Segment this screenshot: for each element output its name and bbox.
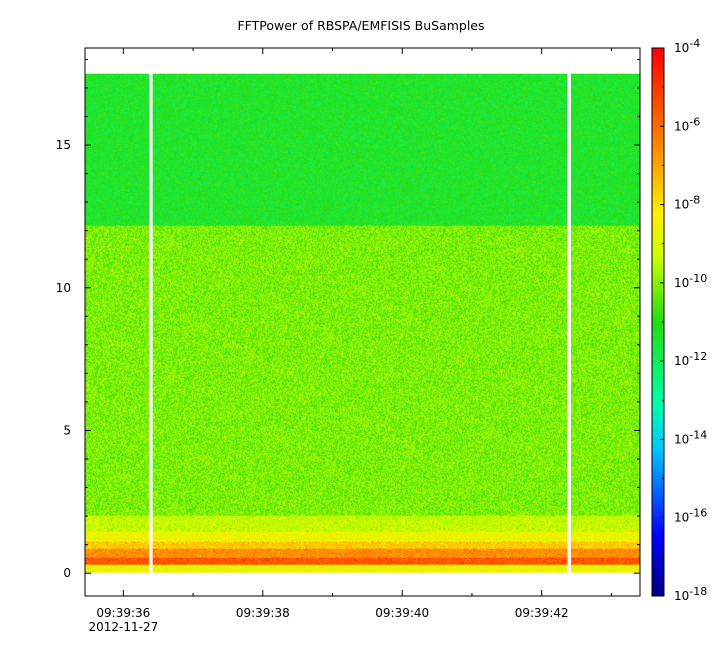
data-gaps	[149, 73, 571, 574]
colorbar-tick-label: 10-10	[674, 272, 707, 290]
x-tick-label: 09:39:42	[515, 606, 569, 620]
data-gap	[149, 73, 153, 574]
colorbar-tick-label: 10-6	[674, 115, 700, 133]
spectrogram-heatmap	[85, 73, 640, 573]
x-tick-label: 09:39:40	[375, 606, 429, 620]
y-tick-label: 0	[63, 566, 71, 580]
colorbar-tick-label: 10-4	[674, 37, 700, 55]
x-tick-label: 09:39:36	[96, 606, 150, 620]
colorbar-tick-label: 10-16	[674, 507, 707, 525]
y-tick-label: 10	[56, 281, 71, 295]
data-gap	[567, 73, 571, 574]
plot-border	[84, 47, 641, 597]
colorbar-tick-label: 10-18	[674, 585, 707, 603]
spectrogram-image	[85, 73, 640, 573]
colorbar-ticks: 10-18 10-16 10-14 10-12 10-10 10-8 10-6 10-4	[660, 37, 707, 603]
y-axis: 0 5 10 15	[56, 58, 640, 580]
chart-title: FFTPower of RBSPA/EMFISIS BuSamples	[237, 18, 484, 33]
y-tick-label: 5	[63, 423, 71, 437]
y-tick-label: 15	[56, 138, 71, 152]
colorbar-tick-label: 10-12	[674, 350, 707, 368]
colorbar-tick-label: 10-14	[674, 428, 707, 446]
x-date-label: 2012-11-27	[88, 620, 158, 634]
colorbar-tick-label: 10-8	[674, 194, 700, 212]
x-tick-label: 09:39:38	[236, 606, 290, 620]
colorbar: 10-18 10-16 10-14 10-12 10-10 10-8 10-6 10-4	[651, 37, 707, 603]
plot-frame	[84, 47, 641, 597]
